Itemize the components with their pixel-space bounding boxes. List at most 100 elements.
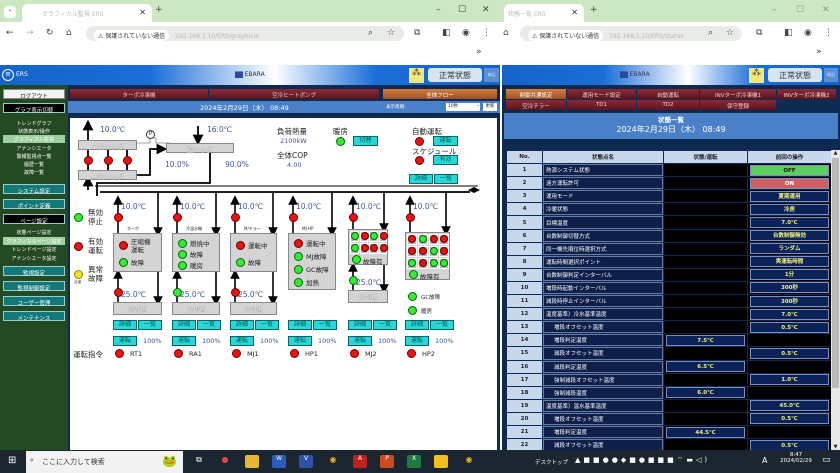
close-window-icon[interactable]: ✕ bbox=[822, 5, 830, 15]
new-tab-button[interactable]: + bbox=[590, 5, 598, 15]
address-bar[interactable]: ⚠ 保護されていない通信 192.168.1.10/ERS/status bbox=[520, 26, 742, 41]
new-tab-button[interactable]: + bbox=[155, 5, 163, 15]
sidebar-item[interactable]: トレンドページ設定 bbox=[11, 247, 57, 253]
excel-icon[interactable]: X bbox=[407, 455, 421, 468]
run-button[interactable]: 運転 bbox=[230, 336, 254, 346]
tab-turbo-chiller[interactable]: ターボ冷凍機 bbox=[70, 89, 208, 99]
prev-op-value[interactable]: 1分 bbox=[750, 269, 829, 281]
file-explorer-icon[interactable] bbox=[245, 455, 259, 468]
close-window-icon[interactable]: ✕ bbox=[482, 5, 490, 15]
tab-search-button[interactable]: ⌄ bbox=[4, 6, 16, 18]
browser-tab-right[interactable]: 状態一覧 ERS ✕ bbox=[504, 4, 584, 22]
list-button[interactable]: 一覧 bbox=[255, 320, 279, 330]
visio-icon[interactable]: V bbox=[299, 455, 313, 468]
detail-button[interactable]: 詳細 bbox=[230, 320, 254, 330]
profile-icon[interactable]: ◉ bbox=[804, 28, 812, 38]
minimize-icon[interactable]: – bbox=[436, 5, 441, 15]
prev-op-value[interactable]: 0.5℃ bbox=[750, 439, 829, 451]
extensions-icon[interactable]: ⧉ bbox=[756, 28, 763, 38]
right-tab[interactable]: INVターボ冷凍機1 bbox=[700, 89, 776, 99]
page-settings-button[interactable]: ページ設定 bbox=[3, 214, 65, 225]
sidebar-item[interactable]: グラフィカルページ設定 bbox=[3, 236, 65, 245]
sidebar-item[interactable]: グラフィカル監視 bbox=[3, 135, 65, 144]
sidebar-item[interactable]: 故障一覧 bbox=[23, 170, 44, 177]
scroll-up-icon[interactable]: ▲ bbox=[833, 150, 838, 156]
prev-op-value[interactable]: 0.5℃ bbox=[750, 321, 829, 333]
list-button[interactable]: 一覧 bbox=[138, 320, 162, 330]
sidebar-item[interactable]: 状態ページ設定 bbox=[16, 230, 52, 236]
scrollbar[interactable]: ▲ ▼ bbox=[831, 150, 840, 450]
prev-op-value[interactable]: 7.0℃ bbox=[750, 217, 829, 229]
scroll-down-icon[interactable]: ▼ bbox=[833, 444, 838, 450]
tab-air-heat-pump[interactable]: 空冷ヒートポンプ bbox=[209, 89, 379, 99]
scroll-thumb[interactable] bbox=[832, 158, 839, 388]
notification-icon[interactable]: ▭ bbox=[822, 455, 831, 465]
interval-select[interactable]: 10秒 ⌄ bbox=[446, 103, 480, 111]
run-button[interactable]: 運転 bbox=[172, 336, 196, 346]
prev-op-value[interactable]: 300秒 bbox=[750, 282, 829, 294]
run-button[interactable]: 運転 bbox=[405, 336, 429, 346]
detail-button[interactable]: 詳細 bbox=[113, 320, 137, 330]
menu-icon[interactable]: ≡ bbox=[2, 69, 14, 81]
switch-button[interactable]: 切替 bbox=[353, 136, 378, 146]
chrome-icon[interactable]: ◉ bbox=[465, 455, 473, 464]
word-icon[interactable]: W bbox=[272, 455, 286, 468]
prev-op-value[interactable]: ON bbox=[750, 177, 829, 189]
task-view-icon[interactable]: ⧉ bbox=[196, 455, 202, 464]
list-button[interactable]: 一覧 bbox=[313, 320, 337, 330]
prev-op-value[interactable]: 1.0℃ bbox=[750, 374, 829, 386]
prev-op-value[interactable]: 冷房 bbox=[750, 203, 829, 215]
ack-button[interactable]: 確認 bbox=[484, 68, 499, 82]
prev-op-value[interactable]: 0.5℃ bbox=[750, 347, 829, 359]
minimize-icon[interactable]: – bbox=[772, 5, 777, 15]
zoom-icon[interactable]: ⌕ bbox=[708, 28, 714, 38]
close-tab-icon[interactable]: ✕ bbox=[139, 8, 146, 17]
right-tab[interactable]: 自動運転 bbox=[637, 89, 699, 99]
prev-op-value[interactable]: 0.5℃ bbox=[750, 413, 829, 425]
prev-op-value[interactable]: 45.0℃ bbox=[750, 400, 829, 412]
sidebar-item[interactable]: 履歴一覧 bbox=[23, 162, 44, 168]
prev-op-value[interactable]: 夏期運用 bbox=[750, 190, 829, 202]
tray-icons[interactable]: ▲■■●●◆■●■■■⌔▬◁) bbox=[575, 456, 711, 464]
prev-op-value[interactable]: 台数制御無効 bbox=[750, 230, 829, 242]
monitor-control-settings-button[interactable]: 監視制御設定 bbox=[3, 281, 65, 292]
back-icon[interactable]: ← bbox=[6, 28, 14, 38]
address-bar[interactable]: ⚠ 保護されていない通信 192.168.1.10/ERS/graphical bbox=[86, 26, 404, 41]
right-tab[interactable]: 制御共通設定 bbox=[506, 89, 566, 99]
monitor-settings-button[interactable]: 監視設定 bbox=[3, 266, 65, 277]
network-icon[interactable]: ⁂ bbox=[749, 68, 764, 83]
side-panel-icon[interactable]: ◧ bbox=[784, 28, 793, 38]
sticky-notes-icon[interactable] bbox=[434, 455, 448, 468]
clock[interactable]: 8:47 2024/02/29 bbox=[780, 452, 812, 464]
extensions-icon[interactable]: ⧉ bbox=[414, 28, 421, 38]
list-button[interactable]: 一覧 bbox=[373, 320, 397, 330]
prev-op-value[interactable]: 実運転時間 bbox=[750, 256, 829, 268]
right-tab[interactable]: 空冷チラー bbox=[506, 100, 566, 110]
right-tab[interactable]: TD1 bbox=[567, 100, 636, 110]
auto-run-button[interactable]: 運転 bbox=[433, 136, 458, 146]
reload-icon[interactable]: ↻ bbox=[46, 28, 54, 38]
bookmarks-more[interactable]: » bbox=[816, 47, 822, 57]
right-tab[interactable]: TD2 bbox=[637, 100, 699, 110]
graph-switch-button[interactable]: グラフ表示切替 bbox=[3, 103, 65, 114]
home-icon[interactable]: ⌂ bbox=[66, 28, 72, 38]
list-button[interactable]: 一覧 bbox=[197, 320, 221, 330]
prev-op-value[interactable]: ランダム bbox=[750, 243, 829, 255]
user-management-button[interactable]: ユーザー管理 bbox=[3, 296, 65, 307]
run-button[interactable]: 運転 bbox=[348, 336, 372, 346]
flow-detail-button[interactable]: 詳細 bbox=[409, 174, 433, 184]
forward-icon[interactable]: → bbox=[26, 28, 34, 38]
detail-button[interactable]: 詳細 bbox=[288, 320, 312, 330]
sidebar-item[interactable]: トレンドグラフ bbox=[16, 121, 52, 127]
prev-op-value[interactable]: 7.0℃ bbox=[750, 308, 829, 320]
status-indicator[interactable]: 正常状態 bbox=[428, 68, 482, 82]
sidebar-item[interactable]: アナンシエータ設定 bbox=[11, 255, 57, 262]
detail-button[interactable]: 詳細 bbox=[172, 320, 196, 330]
detail-button[interactable]: 詳細 bbox=[348, 320, 372, 330]
menu-icon[interactable]: ⋮ bbox=[824, 28, 833, 38]
run-button[interactable]: 運転 bbox=[288, 336, 312, 346]
ack-button[interactable]: 確認 bbox=[824, 68, 838, 82]
schedule-valid-button[interactable]: 有効 bbox=[433, 155, 458, 165]
right-tab[interactable]: 保守登録 bbox=[700, 100, 776, 110]
detail-button[interactable]: 詳細 bbox=[405, 320, 429, 330]
